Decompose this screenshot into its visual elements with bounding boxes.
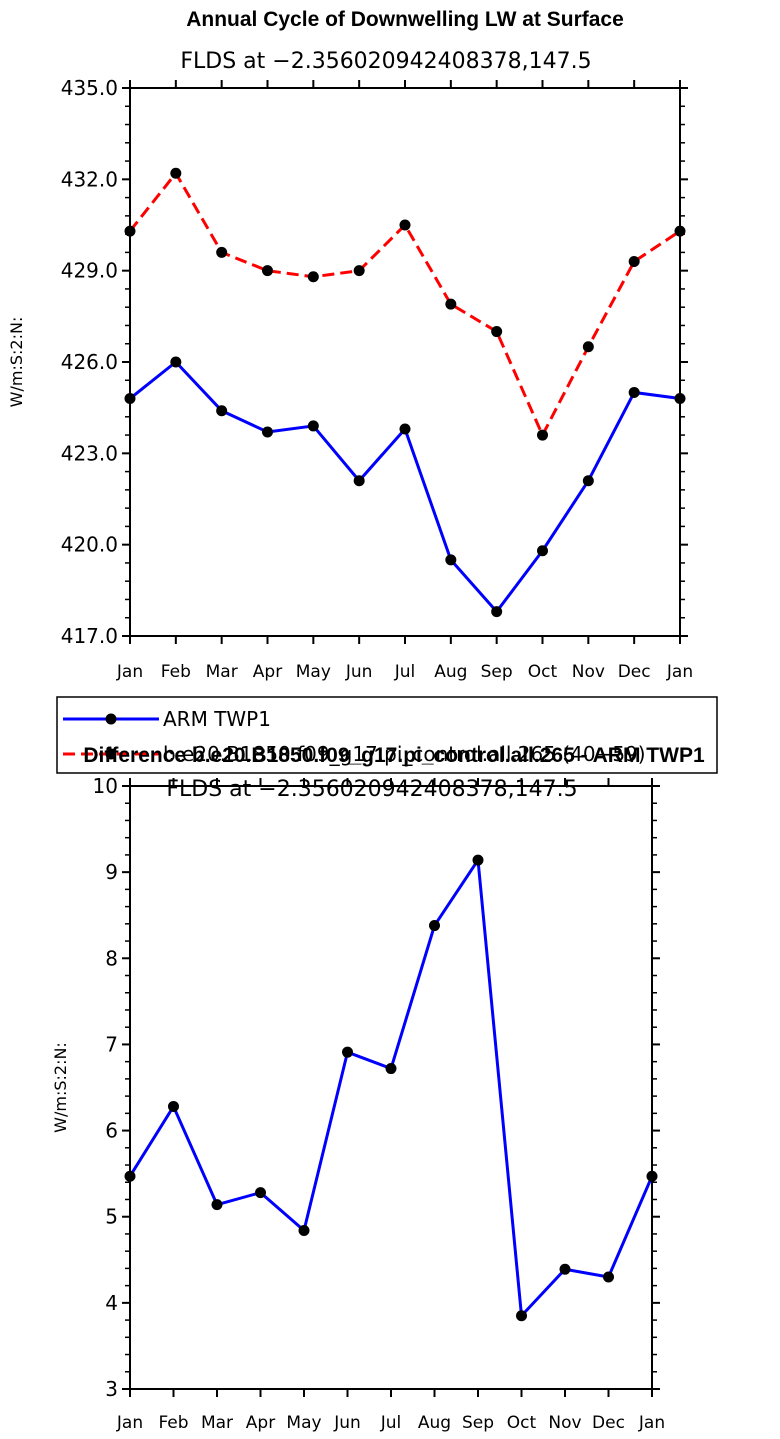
data-point — [559, 1263, 571, 1275]
x-tick-label: Jun — [333, 1413, 361, 1433]
chart-subtitle: FLDS at −2.356020942408378,147.5 — [166, 777, 577, 802]
y-tick-label: 7 — [105, 1032, 118, 1056]
y-tick-label: 426.0 — [61, 350, 118, 374]
data-point — [170, 167, 182, 179]
x-tick-label: Apr — [246, 1413, 275, 1433]
y-tick-label: 417.0 — [61, 624, 118, 648]
data-point — [674, 393, 686, 405]
y-tick-label: 432.0 — [61, 167, 118, 191]
data-point — [537, 429, 548, 441]
plot-frame — [129, 785, 653, 1390]
x-tick-label: Feb — [161, 662, 191, 682]
x-tick-label: Aug — [418, 1413, 451, 1433]
chart-subtitle: FLDS at −2.356020942408378,147.5 — [180, 49, 591, 74]
x-tick-label: Nov — [548, 1413, 581, 1433]
x-tick-label: Oct — [528, 662, 558, 682]
y-tick-label: 423.0 — [61, 441, 118, 465]
legend-label: ARM TWP1 — [163, 707, 271, 731]
x-tick-label: May — [296, 662, 331, 682]
data-point — [216, 405, 228, 417]
x-tick-label: Sep — [481, 662, 513, 682]
legend-marker — [105, 713, 117, 725]
y-tick-label: 420.0 — [61, 533, 118, 557]
data-point — [445, 298, 457, 310]
y-tick-label: 8 — [105, 946, 118, 970]
data-point — [255, 1187, 266, 1199]
series-line-0 — [128, 858, 654, 1318]
data-point — [674, 225, 686, 237]
data-point — [628, 256, 640, 268]
data-point — [307, 271, 319, 283]
data-point — [168, 1100, 179, 1112]
data-point — [124, 393, 136, 405]
data-point — [582, 341, 594, 353]
data-point — [491, 606, 503, 618]
x-tick-label: Jul — [380, 1413, 402, 1433]
y-tick-label: 435.0 — [61, 76, 118, 100]
data-point — [124, 225, 136, 237]
chart-title: Annual Cycle of Downwelling LW at Surfac… — [186, 8, 624, 31]
x-tick-label: Mar — [206, 662, 238, 682]
x-tick-label: Aug — [434, 662, 467, 682]
x-tick-label: Apr — [253, 662, 282, 682]
x-tick-label: May — [286, 1413, 321, 1433]
legend-box — [56, 696, 718, 774]
x-tick-label: Dec — [592, 1413, 625, 1433]
plot-frame — [129, 87, 681, 637]
data-point — [628, 386, 640, 398]
series-line-0 — [129, 360, 681, 614]
data-point — [537, 545, 548, 557]
data-point — [262, 426, 273, 438]
y-axis-label: W/m:S:2:N: — [51, 1042, 70, 1133]
data-point — [472, 854, 484, 866]
legend-label: b.e20.B1850.f09_g17.pi_control.all.265 (… — [163, 742, 646, 766]
data-point — [353, 475, 365, 487]
data-point — [516, 1310, 527, 1322]
y-axis-label: W/m:S:2:N: — [7, 317, 26, 408]
data-point — [307, 420, 319, 432]
x-tick-label: Oct — [507, 1413, 537, 1433]
x-tick-label: Nov — [572, 662, 605, 682]
data-point — [262, 265, 273, 277]
data-point — [298, 1224, 310, 1236]
x-tick-label: Sep — [462, 1413, 494, 1433]
data-point — [646, 1170, 658, 1182]
data-point — [603, 1271, 614, 1283]
data-point — [582, 475, 594, 487]
y-tick-label: 6 — [105, 1119, 118, 1143]
data-point — [342, 1046, 353, 1058]
x-tick-label: Jan — [116, 662, 143, 682]
y-tick-label: 10 — [93, 774, 118, 798]
y-tick-label: 9 — [105, 860, 118, 884]
data-point — [385, 1063, 397, 1075]
data-point — [170, 356, 182, 368]
data-point — [445, 554, 457, 566]
chart-title: Difference b.e20.B1850.f09_g17.pi_contro… — [83, 744, 705, 767]
y-tick-label: 429.0 — [61, 259, 118, 283]
x-tick-label: Dec — [618, 662, 651, 682]
data-point — [429, 920, 440, 932]
data-point — [124, 1170, 136, 1182]
x-tick-label: Mar — [201, 1413, 233, 1433]
x-tick-label: Jul — [394, 662, 416, 682]
data-point — [211, 1199, 223, 1211]
x-tick-label: Jun — [345, 662, 373, 682]
x-tick-label: Jan — [666, 662, 693, 682]
legend-marker — [105, 748, 117, 760]
series-line-1 — [128, 171, 681, 437]
y-tick-label: 5 — [105, 1205, 118, 1229]
y-tick-label: 3 — [105, 1377, 118, 1401]
data-point — [353, 265, 365, 277]
data-point — [399, 219, 411, 231]
x-tick-label: Jan — [638, 1413, 665, 1433]
y-tick-label: 4 — [105, 1291, 118, 1315]
data-point — [216, 246, 228, 258]
data-point — [399, 423, 411, 435]
x-tick-label: Jan — [116, 1413, 143, 1433]
x-tick-label: Feb — [158, 1413, 188, 1433]
data-point — [491, 326, 503, 338]
